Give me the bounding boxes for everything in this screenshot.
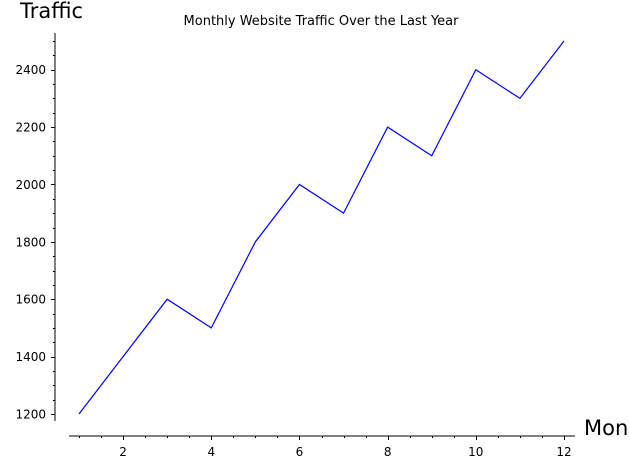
x-tick-label: 10 xyxy=(468,445,483,459)
x-axis-title: Mon xyxy=(584,416,628,440)
chart-title: Monthly Website Traffic Over the Last Ye… xyxy=(184,14,460,29)
y-axis-ticks: 1200 1400 1600 1800 2000 2200 2400 xyxy=(15,41,55,422)
series-layer xyxy=(78,40,565,415)
y-tick-label: 1400 xyxy=(15,350,46,364)
x-tick-label: 2 xyxy=(119,445,127,459)
y-tick-label: 2200 xyxy=(15,121,46,135)
y-tick-label: 2000 xyxy=(15,178,46,192)
x-tick-label: 8 xyxy=(384,445,392,459)
y-tick-label: 1200 xyxy=(15,408,46,422)
x-axis-ticks: 2 4 6 8 10 12 xyxy=(79,436,572,459)
x-tick-label: 4 xyxy=(207,445,215,459)
y-tick-label: 2400 xyxy=(15,63,46,77)
y-axis-title: Traffic xyxy=(19,0,83,23)
y-tick-label: 1800 xyxy=(15,235,46,249)
y-tick-label: 1600 xyxy=(15,293,46,307)
x-tick-label: 12 xyxy=(556,445,571,459)
series-line xyxy=(78,40,565,415)
x-tick-label: 6 xyxy=(296,445,304,459)
